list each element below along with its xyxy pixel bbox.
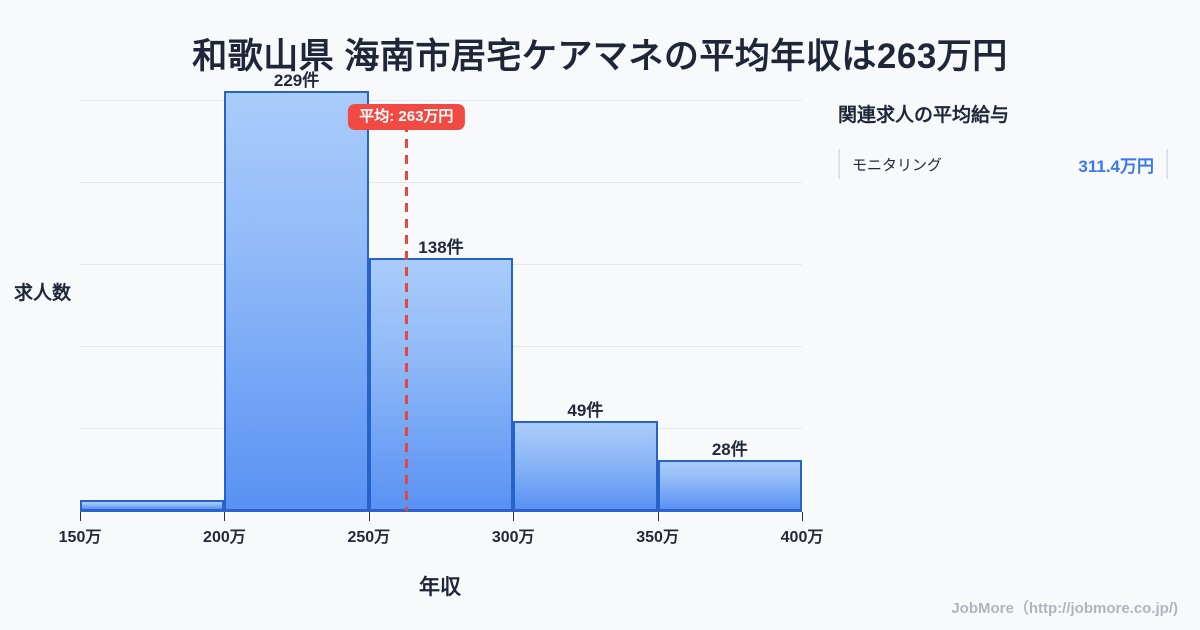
- x-axis-tick-label: 250万: [347, 529, 391, 546]
- average-badge: 平均: 263万円: [348, 104, 465, 130]
- bar-value-label: 28件: [711, 439, 748, 459]
- related-salary-panel: 関連求人の平均給与 モニタリング 311.4万円: [838, 100, 1168, 181]
- histogram-bar: [513, 421, 658, 511]
- x-axis-tick: [80, 512, 81, 521]
- x-axis-tick: [802, 512, 803, 521]
- bar-value-label: 229件: [273, 71, 320, 91]
- related-salary-row: モニタリング 311.4万円: [838, 147, 1168, 181]
- related-salary-list: モニタリング 311.4万円: [838, 147, 1168, 181]
- x-axis-tick-label: 200万: [203, 529, 246, 546]
- x-axis-tick-label: 350万: [636, 529, 679, 546]
- gridline: [80, 182, 802, 183]
- bar-value-label: 49件: [567, 401, 604, 421]
- x-axis-tick-label: 150万: [58, 529, 102, 546]
- x-axis-line: [80, 510, 802, 512]
- x-axis-tick: [513, 512, 515, 521]
- x-axis-tick-label: 400万: [780, 529, 824, 546]
- y-axis-title: 求人数: [14, 283, 72, 304]
- x-axis-tick-label: 300万: [491, 529, 535, 546]
- bar-value-label: 138件: [418, 238, 464, 258]
- histogram-bar: [224, 91, 369, 511]
- related-salary-panel-title: 関連求人の平均給与: [838, 105, 1010, 126]
- related-salary-value: 311.4万円: [1078, 156, 1154, 176]
- footer-credit: JobMore（http://jobmore.co.jp/): [951, 600, 1178, 617]
- related-salary-name: モニタリング: [852, 156, 943, 174]
- average-line: [405, 123, 409, 511]
- page-title: 和歌山県 海南市居宅ケアマネの平均年収は263万円: [192, 37, 1008, 76]
- x-axis-tick: [657, 512, 659, 521]
- gridline: [80, 100, 802, 101]
- x-axis-title: 年収: [419, 576, 461, 599]
- x-axis-tick: [368, 512, 370, 521]
- x-axis-tick: [224, 512, 226, 521]
- histogram-bar: [368, 258, 514, 511]
- histogram-bar: [657, 459, 802, 511]
